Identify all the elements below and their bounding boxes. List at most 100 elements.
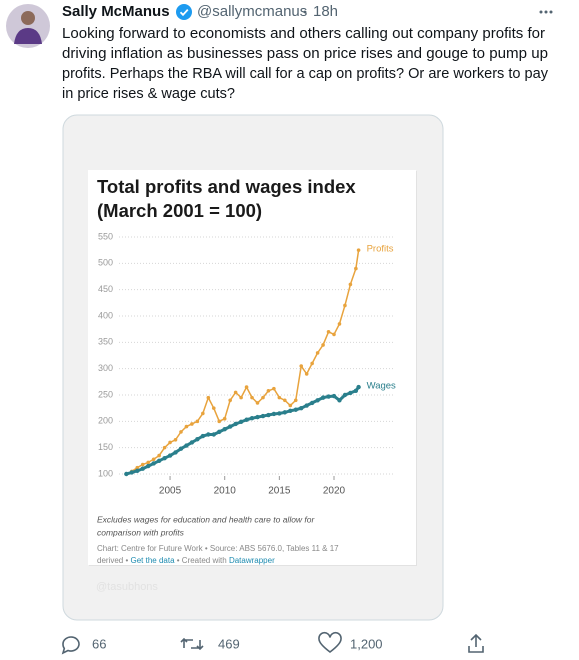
y-tick-label: 150 xyxy=(98,442,113,452)
x-tick-label: 2020 xyxy=(323,486,346,497)
data-point xyxy=(353,388,359,393)
y-tick-label: 100 xyxy=(98,468,113,478)
data-point xyxy=(309,400,315,406)
data-point xyxy=(184,443,189,448)
data-point xyxy=(356,248,361,252)
data-point xyxy=(211,432,216,437)
data-point xyxy=(233,390,238,395)
get-data-link[interactable]: Get the data xyxy=(131,556,176,565)
tweet-time[interactable]: 18h xyxy=(313,3,338,20)
data-point xyxy=(348,282,353,287)
data-point xyxy=(293,407,298,412)
data-point xyxy=(331,393,337,399)
data-point xyxy=(299,364,304,368)
data-point xyxy=(337,398,342,403)
data-point xyxy=(272,386,276,391)
data-point xyxy=(288,403,293,408)
data-point xyxy=(135,465,140,470)
y-tick-label: 250 xyxy=(98,389,113,399)
data-point xyxy=(167,453,173,458)
data-point xyxy=(343,303,347,308)
more-menu[interactable] xyxy=(539,10,553,14)
avatar[interactable] xyxy=(6,4,50,48)
chart: Total profits and wages index (March 200… xyxy=(97,176,396,565)
reply-button[interactable]: 66 xyxy=(61,636,106,655)
data-point xyxy=(271,411,277,417)
data-point xyxy=(277,395,282,400)
y-tick-label: 300 xyxy=(98,363,113,373)
data-point xyxy=(250,395,254,400)
series-label: Wages xyxy=(367,381,396,392)
data-point xyxy=(326,394,331,399)
y-tick-label: 400 xyxy=(98,310,113,320)
author-handle[interactable]: @sallymcmanus xyxy=(197,3,307,20)
x-tick-label: 2005 xyxy=(159,486,182,497)
data-point xyxy=(299,405,304,411)
data-point xyxy=(288,408,293,413)
data-point xyxy=(157,453,161,458)
retweet-count: 469 xyxy=(218,636,240,651)
reply-count: 66 xyxy=(92,636,106,651)
like-count: 1,200 xyxy=(350,636,383,651)
data-point xyxy=(255,414,260,420)
y-tick-label: 350 xyxy=(98,337,113,347)
x-tick-label: 2015 xyxy=(268,486,291,497)
data-point xyxy=(173,437,178,442)
chart-note: comparison with profits xyxy=(97,527,185,537)
data-point xyxy=(145,463,151,469)
data-point xyxy=(135,468,140,474)
author-name[interactable]: Sally McManus xyxy=(62,3,170,20)
separator-dot xyxy=(303,10,307,14)
data-point xyxy=(189,440,195,445)
data-point xyxy=(222,416,227,421)
data-point xyxy=(146,460,150,465)
data-point xyxy=(195,437,200,442)
data-point xyxy=(283,398,287,403)
data-point xyxy=(162,456,167,461)
data-point xyxy=(337,322,342,326)
data-point xyxy=(320,395,326,400)
data-point xyxy=(206,432,211,437)
verified-badge xyxy=(176,4,192,20)
chart-note: Excludes wages for education and health … xyxy=(97,514,316,524)
data-point xyxy=(304,403,309,408)
data-point xyxy=(249,415,255,421)
data-point xyxy=(266,388,271,393)
data-point xyxy=(222,427,227,432)
tweet-text: profits. Perhaps the RBA will call for a… xyxy=(62,65,548,82)
credit: • Created with xyxy=(177,556,227,565)
data-point xyxy=(206,395,211,400)
share-button[interactable] xyxy=(468,633,484,653)
data-point xyxy=(195,419,200,424)
y-tick-label: 550 xyxy=(98,231,113,241)
data-point xyxy=(211,406,216,410)
data-point xyxy=(238,419,244,425)
data-point xyxy=(124,471,129,477)
like-button[interactable]: 1,200 xyxy=(318,631,383,654)
data-point xyxy=(217,419,222,424)
data-point xyxy=(217,429,222,435)
data-point xyxy=(179,430,183,434)
data-point xyxy=(200,433,206,439)
datawrapper-link[interactable]: Datawrapper xyxy=(229,556,275,565)
data-point xyxy=(244,417,249,422)
data-point xyxy=(140,462,145,467)
data-point xyxy=(201,411,205,416)
data-point xyxy=(348,390,353,396)
data-point xyxy=(321,343,325,347)
tweet-text: driving inflation as businesses pass on … xyxy=(62,45,548,62)
data-point xyxy=(168,440,172,445)
retweet-button[interactable]: 469 xyxy=(180,636,240,651)
tweet-text: in price rises & wage cuts? xyxy=(62,85,235,102)
data-point xyxy=(326,330,331,334)
data-point xyxy=(190,422,194,426)
data-point xyxy=(304,372,309,376)
watermark: @tasubhons xyxy=(96,581,158,593)
chart-title: Total profits and wages index xyxy=(97,176,356,197)
data-point xyxy=(255,401,260,405)
x-tick-label: 2010 xyxy=(214,486,237,497)
data-point xyxy=(266,412,271,418)
data-point xyxy=(342,392,348,398)
data-point xyxy=(315,351,320,355)
